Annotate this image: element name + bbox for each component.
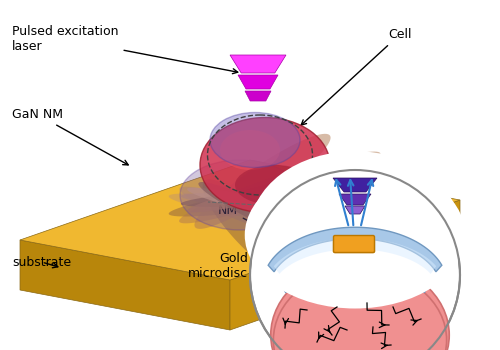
Circle shape	[250, 170, 460, 350]
Polygon shape	[187, 188, 378, 236]
Text: NM: NM	[218, 203, 293, 245]
Polygon shape	[274, 238, 436, 274]
Ellipse shape	[235, 165, 315, 205]
Ellipse shape	[245, 161, 465, 308]
Text: Gold
microdisc: Gold microdisc	[188, 242, 331, 280]
Ellipse shape	[210, 112, 300, 168]
Polygon shape	[181, 185, 398, 207]
Polygon shape	[202, 179, 302, 282]
Polygon shape	[339, 194, 371, 205]
Polygon shape	[168, 194, 414, 235]
Polygon shape	[268, 227, 442, 272]
Polygon shape	[230, 55, 286, 73]
Ellipse shape	[250, 151, 460, 309]
Polygon shape	[20, 160, 460, 280]
Polygon shape	[20, 240, 230, 330]
Text: GaN NM: GaN NM	[12, 108, 128, 165]
FancyBboxPatch shape	[334, 236, 374, 252]
Polygon shape	[345, 206, 365, 214]
Ellipse shape	[220, 130, 280, 170]
Text: Pulsed excitation
laser: Pulsed excitation laser	[12, 25, 237, 74]
Ellipse shape	[180, 160, 300, 230]
Ellipse shape	[200, 118, 330, 212]
Ellipse shape	[274, 269, 446, 350]
FancyBboxPatch shape	[334, 236, 374, 252]
Polygon shape	[168, 175, 414, 217]
Ellipse shape	[271, 261, 449, 350]
Polygon shape	[179, 187, 380, 258]
Polygon shape	[238, 75, 278, 89]
Text: Cell: Cell	[301, 28, 412, 125]
Polygon shape	[274, 238, 436, 274]
Polygon shape	[194, 134, 330, 229]
Polygon shape	[179, 152, 380, 223]
Polygon shape	[181, 193, 398, 215]
Polygon shape	[198, 182, 342, 253]
Text: substrate: substrate	[12, 256, 71, 268]
Text: Cell: Cell	[343, 323, 410, 337]
Polygon shape	[333, 178, 377, 192]
Polygon shape	[230, 200, 460, 330]
Polygon shape	[268, 227, 442, 272]
Polygon shape	[187, 164, 378, 212]
Polygon shape	[245, 91, 271, 101]
Polygon shape	[280, 259, 430, 293]
